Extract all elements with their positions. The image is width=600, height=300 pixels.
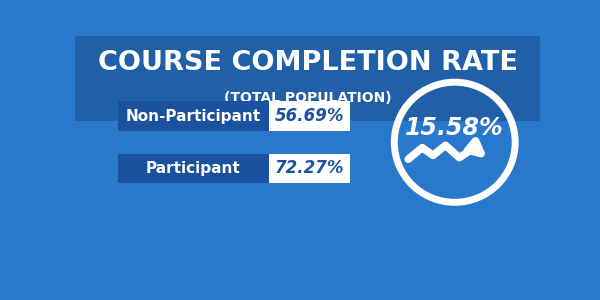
FancyBboxPatch shape (118, 154, 269, 183)
FancyBboxPatch shape (118, 101, 269, 131)
Text: 15.58%: 15.58% (406, 116, 504, 140)
FancyBboxPatch shape (75, 36, 540, 122)
Text: 56.69%: 56.69% (275, 107, 344, 125)
Text: Participant: Participant (146, 161, 241, 176)
Text: COURSE COMPLETION RATE: COURSE COMPLETION RATE (98, 50, 517, 76)
FancyBboxPatch shape (269, 154, 350, 183)
Text: 72.27%: 72.27% (275, 159, 344, 177)
Text: (TOTAL POPULATION): (TOTAL POPULATION) (224, 91, 391, 104)
Text: Non-Participant: Non-Participant (125, 109, 261, 124)
FancyBboxPatch shape (269, 101, 350, 131)
